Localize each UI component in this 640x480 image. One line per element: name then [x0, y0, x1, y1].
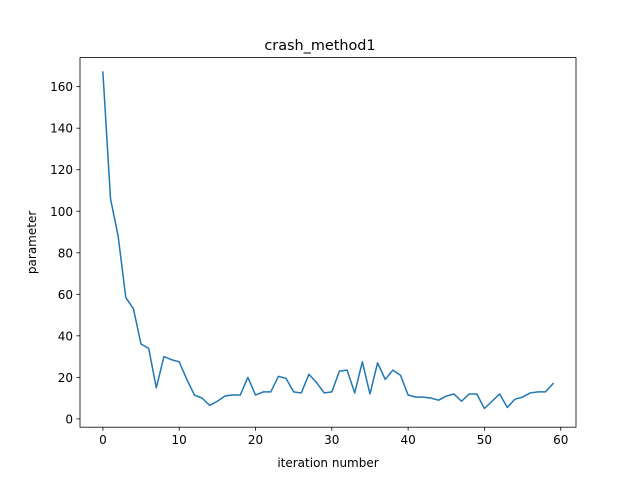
x-tick-label: 0 — [99, 433, 107, 447]
y-tick-label: 0 — [65, 412, 73, 426]
series-line — [102, 71, 555, 410]
x-tick-label: 60 — [553, 433, 568, 447]
plot-frame — [79, 57, 577, 428]
x-tick-label: 30 — [324, 433, 339, 447]
y-axis-label: parameter — [25, 211, 39, 274]
y-tick-label: 120 — [50, 163, 73, 177]
x-tick-label: 40 — [400, 433, 415, 447]
series-layer — [102, 71, 555, 410]
y-tick-label: 100 — [50, 205, 73, 219]
chart-title: crash_method1 — [264, 38, 375, 54]
y-tick-label: 80 — [58, 246, 73, 260]
x-axis-label: iteration number — [277, 456, 378, 470]
y-tick-label: 140 — [50, 122, 73, 136]
x-tick-label: 50 — [477, 433, 492, 447]
axis-layer: 0 10 20 30 40 50 60 0 20 40 60 80 100 120 140 160 — [50, 80, 568, 447]
y-tick-label: 40 — [58, 329, 73, 343]
y-tick-label: 160 — [50, 80, 73, 94]
x-tick-label: 10 — [172, 433, 187, 447]
y-tick-label: 20 — [58, 371, 73, 385]
y-tick-label: 60 — [58, 288, 73, 302]
x-tick-label: 20 — [248, 433, 263, 447]
